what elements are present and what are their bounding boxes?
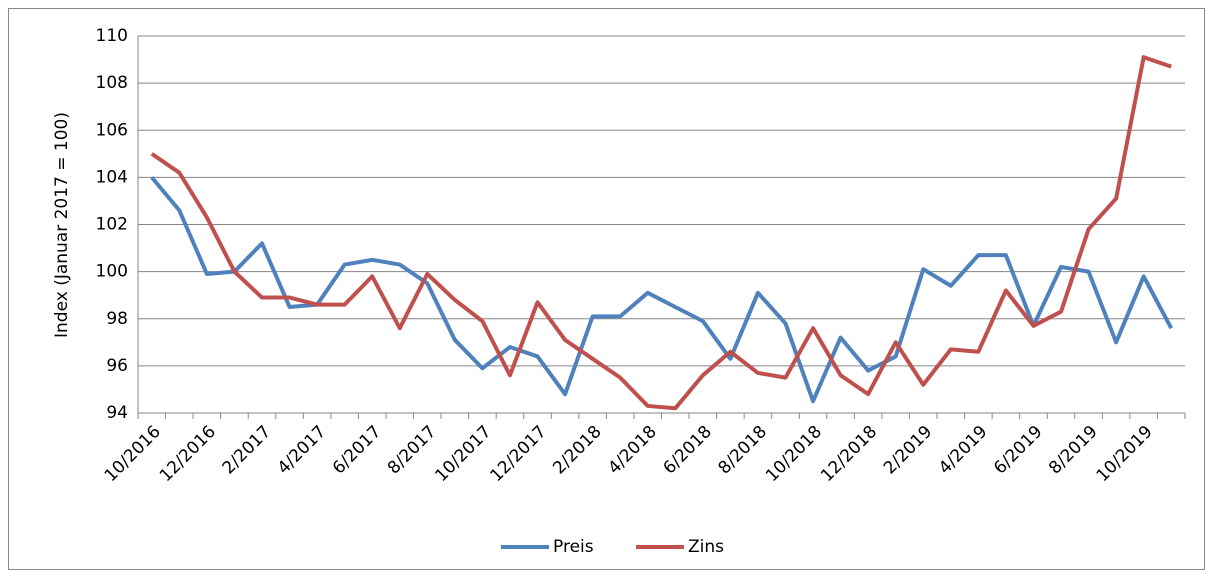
y-tick-label: 94 xyxy=(106,403,128,423)
line-series xyxy=(150,55,1172,411)
y-axis-label: Index (Januar 2017 = 100) xyxy=(52,112,72,338)
y-tick-label: 106 xyxy=(96,120,128,140)
y-tick-label: 104 xyxy=(96,167,128,187)
line-series xyxy=(150,176,1173,404)
y-tick-label: 100 xyxy=(96,262,128,282)
y-tick-label: 108 xyxy=(96,73,128,93)
y-tick-label: 98 xyxy=(106,309,128,329)
legend-label: Zins xyxy=(688,537,724,557)
y-tick-label: 102 xyxy=(96,215,128,235)
y-tick-label: 110 xyxy=(96,26,128,46)
legend-label: Preis xyxy=(553,537,594,557)
chart-frame xyxy=(8,8,1205,570)
y-tick-label: 96 xyxy=(106,356,128,376)
